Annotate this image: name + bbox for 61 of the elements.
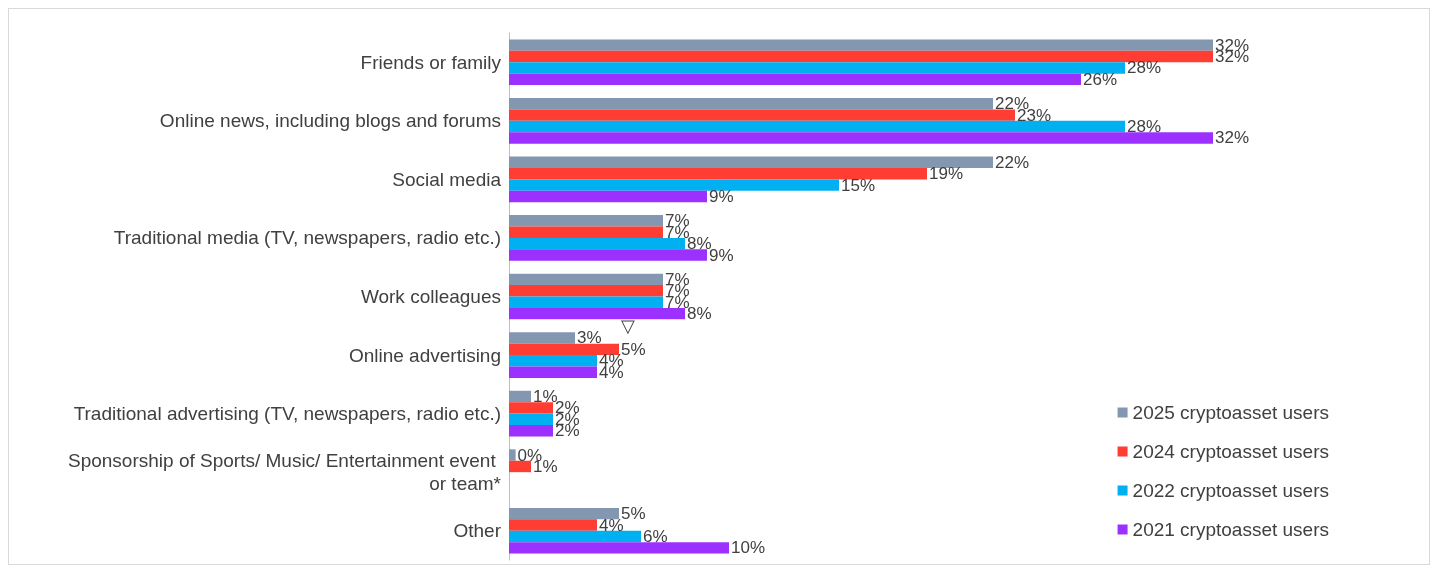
bar [509, 39, 1213, 51]
y-tick-label: Online advertising [348, 344, 501, 366]
data-label: 3% [577, 328, 602, 348]
bar [509, 460, 531, 473]
bar [509, 390, 531, 403]
bar [509, 530, 641, 543]
bar [509, 226, 663, 238]
legend-label: 2022 cryptoasset users [1132, 480, 1330, 501]
bar [509, 366, 597, 378]
bar [509, 249, 707, 261]
bar [509, 519, 597, 531]
bar [509, 425, 553, 437]
bar [509, 355, 597, 367]
bar [509, 109, 1015, 121]
data-label: 6% [643, 526, 668, 546]
legend-label: 2025 cryptoasset users [1132, 402, 1330, 423]
data-label: 10% [731, 538, 766, 558]
y-tick-label: Social media [392, 168, 502, 190]
bar [509, 273, 663, 286]
bar [509, 307, 685, 320]
data-label: 5% [621, 504, 646, 524]
bar [509, 402, 553, 414]
y-tick-label: Online news, including blogs and forums [159, 110, 501, 132]
bar [509, 156, 993, 168]
data-label: 28% [1127, 58, 1162, 78]
bar [509, 73, 1081, 86]
data-label: 22% [995, 152, 1030, 172]
bar [509, 507, 619, 520]
bar [509, 542, 729, 554]
y-tick-label: Traditional media (TV, newspapers, radio etc.) [113, 227, 501, 249]
bar [509, 449, 516, 461]
bar [509, 190, 707, 203]
bar [509, 120, 1125, 133]
y-tick-label: Other [453, 520, 502, 542]
data-label: 28% [1127, 117, 1162, 137]
bar [509, 215, 663, 227]
bar [509, 413, 553, 426]
bar [509, 237, 685, 250]
bar [509, 62, 1125, 74]
annotation: ▽ [621, 316, 635, 337]
legend-label: 2024 cryptoasset users [1132, 441, 1330, 462]
y-tick-label: Friends or family [360, 51, 502, 73]
bar [509, 50, 1213, 63]
bar [509, 296, 663, 308]
data-label: 19% [929, 164, 964, 184]
bar [509, 132, 1213, 144]
bar [509, 285, 663, 297]
y-tick-label: Traditional advertising (TV, newspapers, radio etc.) [73, 403, 501, 425]
y-tick-label: Sponsorship of Sports/ Music/ Entertainment event or team* [68, 450, 502, 495]
bar [509, 167, 927, 180]
data-label: 9% [709, 187, 734, 207]
data-label: 15% [841, 175, 876, 195]
data-label: 32% [1215, 128, 1250, 148]
bar [509, 343, 619, 356]
data-label: 5% [621, 339, 646, 359]
data-label: 26% [1083, 69, 1118, 89]
legend-label: 2021 cryptoasset users [1132, 519, 1330, 540]
y-tick-label: Work colleagues [360, 286, 501, 307]
bar [509, 332, 575, 344]
bar [509, 179, 839, 191]
bar [509, 98, 993, 110]
